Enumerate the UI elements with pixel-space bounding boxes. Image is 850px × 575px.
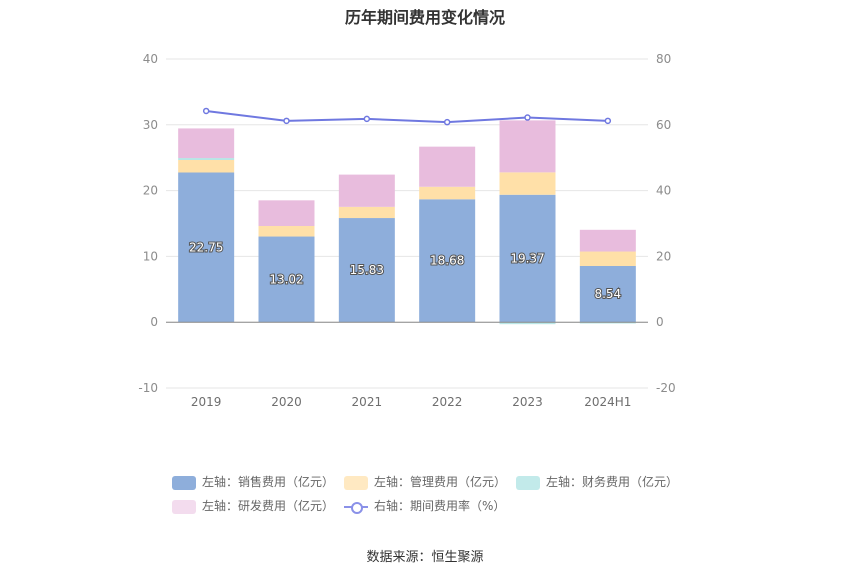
bar-segment-2	[178, 158, 235, 161]
right-axis-tick: -20	[656, 381, 676, 395]
left-axis-tick: 20	[143, 184, 158, 198]
right-axis-tick: 60	[656, 118, 671, 132]
legend-line-marker-icon	[344, 500, 368, 514]
rate-point	[604, 117, 612, 125]
right-axis-tick: 80	[656, 52, 671, 66]
left-axis: -10 0 10 20 30 40	[138, 52, 158, 395]
legend-label-rnd: 左轴：研发费用（亿元）	[202, 499, 335, 513]
legend-label-rate: 右轴：期间费用率（%）	[374, 499, 506, 513]
legend-label-sales: 左轴：销售费用（亿元）	[202, 475, 335, 489]
bar-value-label: 18.68	[430, 254, 464, 268]
bar-segment-0	[338, 218, 395, 323]
bars	[178, 120, 636, 325]
bar-segment-0	[419, 199, 476, 323]
left-axis-tick: 40	[143, 52, 158, 66]
legend-item-sales[interactable]: 左轴：销售费用（亿元）	[172, 473, 334, 490]
rate-point	[363, 115, 371, 123]
bar-segment-1	[499, 172, 556, 195]
x-axis-tick: 2021	[352, 395, 383, 409]
bar-segment-3	[419, 146, 476, 187]
bar-segment-1	[258, 226, 315, 237]
bar-segment-0	[499, 194, 556, 323]
bar-segment-0	[178, 172, 235, 323]
bar-segment-1	[338, 206, 395, 219]
rate-point	[443, 118, 451, 126]
legend-swatch-sales	[172, 475, 196, 490]
rate-point	[202, 107, 210, 115]
rate-point	[524, 114, 531, 121]
right-axis-tick: 20	[656, 249, 671, 263]
bar-value-label: 15.83	[350, 263, 384, 277]
rate-point	[283, 117, 290, 125]
bar-segment-2	[499, 322, 556, 325]
left-axis-tick: 0	[150, 315, 158, 329]
right-axis-tick: 0	[656, 315, 664, 329]
legend-label-finance: 左轴：财务费用（亿元）	[546, 475, 679, 489]
bar-segment-3	[258, 200, 315, 227]
rate-line	[202, 107, 612, 126]
x-axis-tick: 2020	[271, 395, 302, 409]
bar-segment-3	[178, 128, 235, 159]
bar-segment-1	[419, 186, 476, 200]
bar-segment-3	[579, 229, 636, 252]
x-axis-tick: 2023	[512, 395, 543, 409]
legend-item-rnd[interactable]: 左轴：研发费用（亿元）	[172, 497, 334, 514]
left-axis-tick: 30	[143, 118, 158, 132]
right-axis: -20 0 20 40 60 80	[656, 52, 676, 395]
legend-item-finance[interactable]: 左轴：财务费用（亿元）	[516, 473, 678, 490]
bar-value-label: 22.75	[189, 240, 223, 254]
left-axis-tick: 10	[143, 249, 158, 263]
left-axis-tick: -10	[138, 381, 158, 395]
bar-value-label: 13.02	[269, 272, 303, 286]
bar-segment-3	[499, 120, 556, 173]
x-axis-tick: 2019	[191, 395, 222, 409]
grid-lines	[166, 58, 648, 389]
bar-segment-1	[579, 251, 636, 267]
rate-line-path	[206, 109, 608, 124]
data-labels: 22.75 13.02 15.83 18.68 19.37 8.54	[188, 239, 622, 302]
legend-item-admin[interactable]: 左轴：管理费用（亿元）	[344, 473, 506, 490]
right-axis-tick: 40	[656, 184, 671, 198]
legend-item-rate[interactable]: 右轴：期间费用率（%）	[344, 497, 505, 514]
legend-swatch-finance	[516, 475, 540, 490]
bar-segment-0	[579, 266, 636, 323]
x-axis: 2019 2020 2021 2022 2023 2024H1	[191, 395, 632, 409]
bar-segment-1	[178, 160, 235, 173]
x-axis-tick: 2024H1	[584, 395, 631, 409]
bar-value-label: 8.54	[594, 287, 621, 301]
bar-segment-0	[258, 236, 315, 323]
bar-segment-3	[338, 174, 395, 207]
chart-area: -10 0 10 20 30 40 -20 0 20 40 60 80 22.75 13.02 15.8…	[138, 52, 676, 409]
legend-swatch-admin	[344, 475, 368, 490]
bar-segment-2	[579, 322, 636, 324]
legend-swatch-rnd	[172, 499, 196, 514]
chart-title: 历年期间费用变化情况	[344, 8, 505, 27]
x-axis-tick: 2022	[432, 395, 463, 409]
bar-value-label: 19.37	[510, 251, 544, 265]
data-source: 数据来源：恒生聚源	[366, 550, 484, 565]
legend-label-admin: 左轴：管理费用（亿元）	[374, 475, 507, 489]
